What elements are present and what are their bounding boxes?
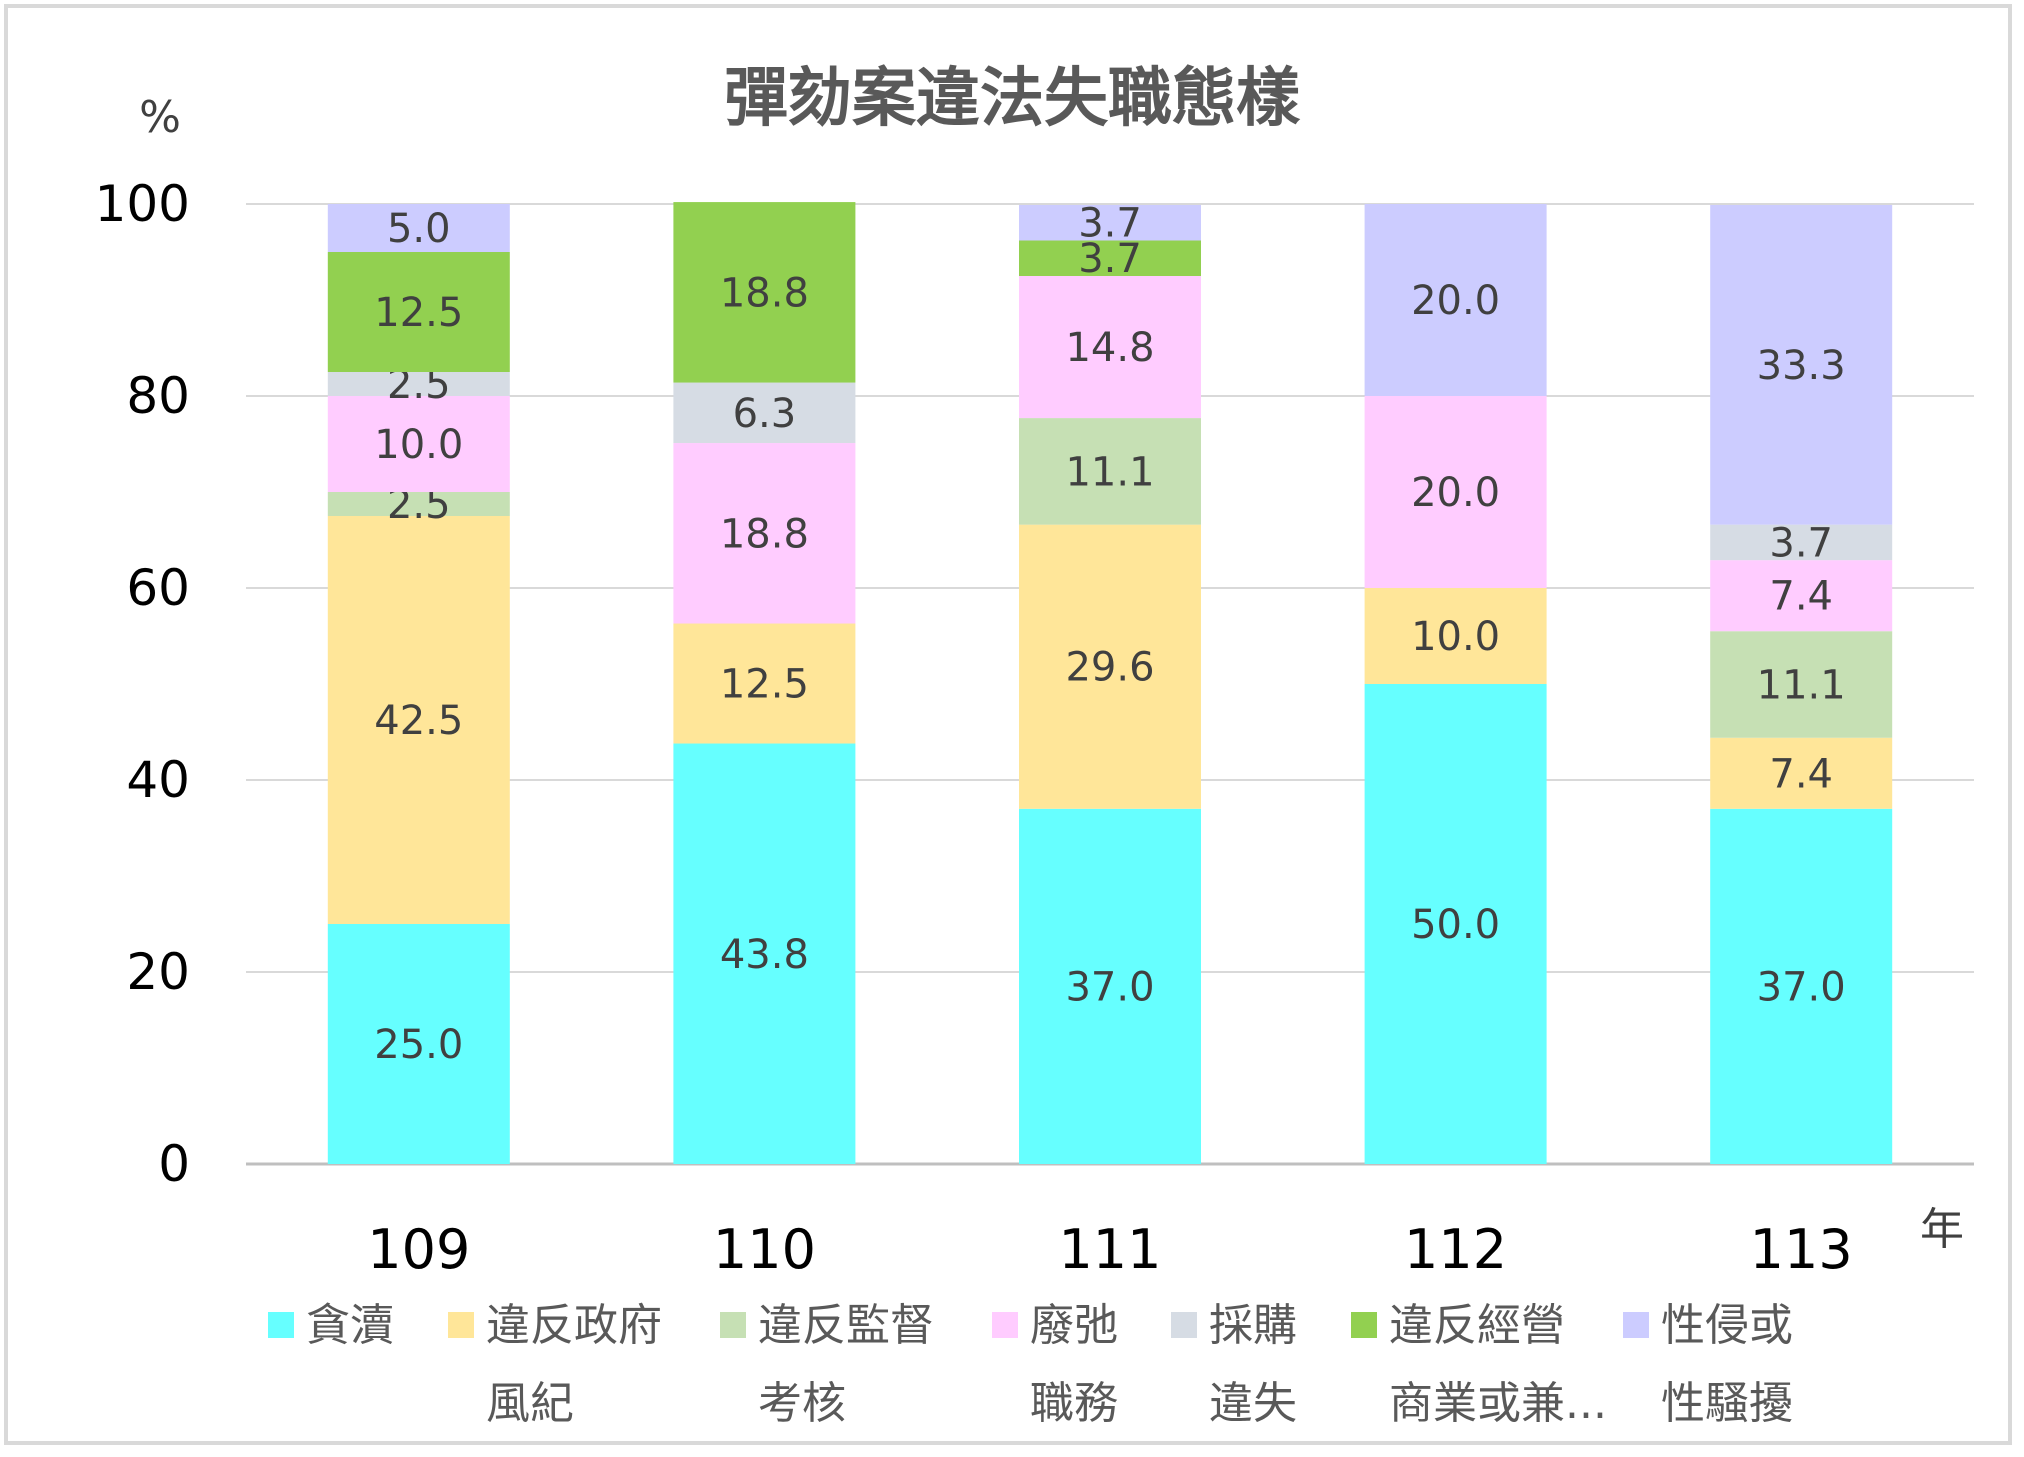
legend-swatch: [448, 1312, 474, 1338]
bar-segment: [1019, 418, 1201, 525]
data-label: 20.0: [1411, 278, 1500, 324]
bar-segment: [1710, 524, 1893, 561]
bar-segment: [1019, 808, 1201, 1164]
data-label: 12.5: [374, 290, 463, 336]
bar-segment: [1710, 560, 1893, 632]
data-label: 25.0: [374, 1022, 463, 1068]
data-label: 7.4: [1769, 574, 1833, 620]
bar-segment: [1364, 204, 1547, 396]
data-label: 43.8: [720, 932, 809, 978]
data-label: 10.0: [1411, 614, 1500, 660]
legend-swatch: [1351, 1312, 1377, 1338]
bar-segment: [1710, 737, 1893, 809]
x-tick-label: 111: [1058, 1218, 1161, 1281]
data-label: 10.0: [374, 422, 463, 468]
x-tick-label: 109: [367, 1218, 470, 1281]
bar-segment: [1710, 808, 1893, 1164]
data-label: 18.8: [720, 511, 809, 557]
bar-segment: [327, 492, 510, 516]
bar-segment: [327, 924, 510, 1164]
data-label: 37.0: [1065, 964, 1154, 1010]
data-label: 33.3: [1757, 343, 1846, 389]
x-tick-label: 110: [713, 1218, 816, 1281]
data-label: 12.5: [720, 662, 809, 708]
x-axis-ticks: 109 110 111 112 113: [367, 1218, 1852, 1281]
chart-frame: 彈劾案違法失職態樣 % 年 0 20 40 60 80 100 25.0 42.5 2.5 10…: [4, 4, 2012, 1445]
legend-entry-label: 採購: [1209, 1300, 1297, 1351]
data-label: 5.0: [387, 206, 451, 252]
legend-entry-label: 貪瀆: [306, 1300, 394, 1351]
legend-entry-label: 違反監督: [758, 1300, 934, 1351]
data-label: 3.7: [1078, 236, 1142, 282]
data-label: 6.3: [733, 391, 797, 437]
y-tick-label: 40: [126, 751, 190, 809]
data-label: 7.4: [1769, 751, 1833, 797]
bar-segment: [1710, 631, 1893, 738]
y-tick-label: 20: [126, 943, 190, 1001]
bar-segment: [673, 743, 856, 1164]
legend-entry-label: 廢弛: [1030, 1300, 1118, 1351]
bar-segment: [327, 516, 510, 924]
bar-segment: [327, 252, 510, 372]
data-label: 14.8: [1065, 325, 1154, 371]
legend-entry-label: 考核: [758, 1378, 846, 1429]
y-tick-label: 0: [158, 1135, 190, 1193]
legend-entry-label: 性騷擾: [1661, 1378, 1793, 1429]
data-label: 20.0: [1411, 470, 1500, 516]
legend-entry-label: 違反政府: [486, 1300, 662, 1351]
bar-segment: [1710, 204, 1893, 525]
data-label: 11.1: [1757, 662, 1846, 708]
legend-swatch: [992, 1312, 1018, 1338]
y-tick-label: 80: [126, 367, 190, 425]
bar-segment: [1019, 276, 1201, 419]
bar-segment: [1364, 588, 1547, 684]
data-label: 3.7: [1769, 520, 1833, 566]
bar-segment: [673, 623, 856, 744]
data-label: 42.5: [374, 698, 463, 744]
bar-segment: [1364, 684, 1547, 1164]
x-tick-label: 112: [1404, 1218, 1507, 1281]
y-tick-label: 60: [126, 559, 190, 617]
data-label: 18.8: [720, 270, 809, 316]
chart-title: 彈劾案違法失職態樣: [724, 62, 1301, 136]
bar-segment: [327, 372, 510, 396]
data-label: 50.0: [1411, 902, 1500, 948]
legend-swatch: [720, 1312, 746, 1338]
legend-swatch: [268, 1312, 294, 1338]
bars: 25.042.52.510.02.512.55.043.812.518.86.3…: [327, 201, 1893, 1164]
legend-entry-label: 違反經營: [1389, 1300, 1565, 1351]
bar-segment: [673, 443, 856, 624]
data-label: 37.0: [1757, 964, 1846, 1010]
bar-segment: [1019, 240, 1201, 276]
legend-entry-label: 職務: [1030, 1378, 1118, 1429]
bar-segment: [1019, 204, 1201, 241]
bar-segment: [1364, 396, 1547, 588]
legend-entry-label: 違失: [1209, 1378, 1297, 1429]
x-tick-label: 113: [1750, 1218, 1853, 1281]
bar-segment: [673, 382, 856, 444]
legend-swatch: [1623, 1312, 1649, 1338]
data-label: 29.6: [1065, 645, 1154, 691]
legend-entry-label: 風紀: [486, 1378, 574, 1429]
legend-swatch: [1171, 1312, 1197, 1338]
legend-entry-label: 商業或兼...: [1389, 1378, 1607, 1429]
bar-segment: [327, 396, 510, 492]
data-label: 3.7: [1078, 201, 1142, 247]
bar-segment: [327, 204, 510, 252]
x-axis-unit: 年: [1920, 1204, 1964, 1255]
legend-entry-label: 性侵或: [1661, 1300, 1793, 1351]
bar-segment: [1019, 524, 1201, 809]
y-axis-unit: %: [139, 92, 181, 143]
y-axis-ticks: 0 20 40 60 80 100: [95, 175, 190, 1193]
y-tick-label: 100: [95, 175, 190, 233]
data-label: 11.1: [1065, 449, 1154, 495]
bar-segment: [673, 202, 856, 383]
